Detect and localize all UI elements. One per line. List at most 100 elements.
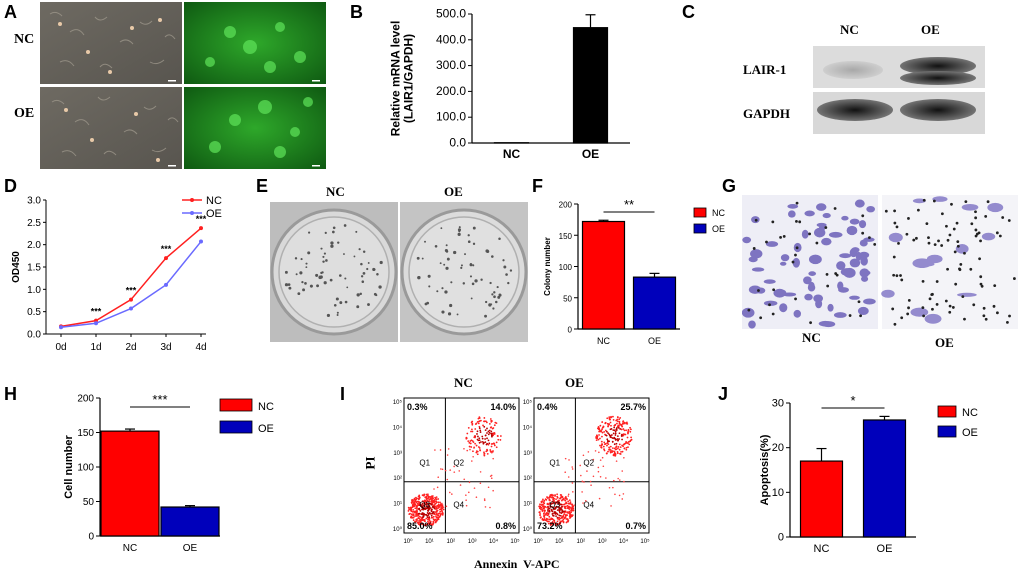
data-point-oe xyxy=(59,325,63,330)
membrane-pore xyxy=(980,284,984,288)
event-dot xyxy=(565,521,568,524)
event-dot xyxy=(545,517,548,520)
event-dot xyxy=(410,513,413,516)
panel-g-col-nc: NC xyxy=(802,330,821,345)
colony xyxy=(316,284,319,288)
colony xyxy=(304,282,307,285)
event-dot xyxy=(556,496,559,499)
membrane-pore xyxy=(984,214,988,218)
event-dot xyxy=(546,506,549,509)
event-dot xyxy=(614,424,617,427)
event-dot xyxy=(410,516,413,519)
event-dot xyxy=(470,446,473,448)
event-dot xyxy=(428,519,431,521)
colony xyxy=(373,268,376,271)
colony xyxy=(424,302,428,306)
y-tick-label: 2.5 xyxy=(27,218,41,229)
migrated-cell xyxy=(861,275,869,282)
event-dot xyxy=(582,502,584,504)
event-dot xyxy=(472,455,474,458)
membrane-pore xyxy=(795,246,799,250)
migrated-cell xyxy=(987,202,1004,213)
event-dot xyxy=(550,503,552,505)
event-dot xyxy=(601,421,604,423)
event-dot xyxy=(541,503,544,506)
migrated-cell xyxy=(827,303,834,312)
membrane-pore xyxy=(979,275,983,279)
colony xyxy=(322,260,325,263)
event-dot xyxy=(567,476,570,478)
colony xyxy=(467,234,470,237)
colony xyxy=(491,255,494,258)
event-dot xyxy=(618,448,621,451)
event-dot xyxy=(417,520,419,522)
event-dot xyxy=(475,450,478,453)
event-dot xyxy=(556,500,559,503)
event-dot xyxy=(610,449,613,452)
event-dot xyxy=(550,505,553,508)
event-dot xyxy=(476,453,479,456)
event-dot xyxy=(449,469,452,471)
event-dot xyxy=(415,513,418,516)
event-dot xyxy=(551,510,554,513)
event-dot xyxy=(573,504,576,506)
migrated-cell xyxy=(801,229,809,239)
membrane-pore xyxy=(954,282,958,286)
event-dot xyxy=(483,417,486,419)
event-dot xyxy=(424,520,426,523)
membrane-pore xyxy=(937,239,940,243)
event-dot xyxy=(489,418,492,420)
colony xyxy=(375,293,378,297)
event-dot xyxy=(471,420,474,423)
event-dot xyxy=(605,430,608,433)
membrane-pore xyxy=(791,260,795,264)
panel-i-ylabel: PI xyxy=(362,456,378,470)
event-dot xyxy=(418,523,421,526)
event-dot xyxy=(543,500,546,502)
colony xyxy=(359,292,362,296)
colony xyxy=(434,244,438,248)
migrated-cell xyxy=(957,292,977,297)
x-tick-label: 4d xyxy=(195,342,206,353)
event-dot xyxy=(629,426,631,429)
colony xyxy=(367,303,370,306)
membrane-pore xyxy=(824,226,828,229)
event-dot xyxy=(546,502,549,505)
event-dot xyxy=(556,520,559,523)
panel-a-micrographs xyxy=(40,2,326,169)
event-dot xyxy=(543,507,546,509)
event-dot xyxy=(550,518,553,521)
colony xyxy=(362,250,366,254)
event-dot xyxy=(598,451,600,454)
membrane-pore xyxy=(948,233,952,237)
event-dot xyxy=(437,498,440,500)
event-dot xyxy=(549,506,552,508)
event-dot xyxy=(482,441,485,444)
event-dot xyxy=(471,423,474,426)
colony xyxy=(302,288,306,292)
event-dot xyxy=(597,438,600,441)
event-dot xyxy=(567,502,570,505)
colony xyxy=(324,231,327,234)
panel-label-f: F xyxy=(532,176,543,196)
membrane-pore xyxy=(940,244,944,247)
migrated-cell xyxy=(849,295,860,300)
event-dot xyxy=(627,431,629,434)
event-dot xyxy=(412,514,414,517)
colony xyxy=(305,266,308,269)
colony xyxy=(484,300,488,304)
event-dot xyxy=(423,505,426,508)
event-dot xyxy=(549,523,552,526)
colony xyxy=(484,314,487,318)
colony xyxy=(436,290,439,293)
event-dot xyxy=(412,508,415,511)
event-dot xyxy=(487,443,490,446)
event-dot xyxy=(602,465,605,468)
event-dot xyxy=(435,500,437,502)
event-dot xyxy=(620,450,622,453)
event-dot xyxy=(486,442,489,445)
event-dot xyxy=(427,497,429,500)
event-dot xyxy=(614,439,617,441)
event-dot xyxy=(563,507,566,509)
event-dot xyxy=(598,434,600,436)
